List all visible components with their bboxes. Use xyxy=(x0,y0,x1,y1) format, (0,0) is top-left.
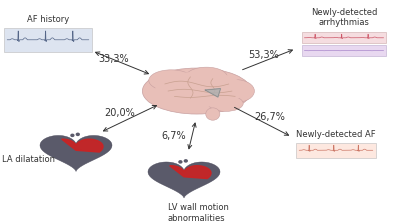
Ellipse shape xyxy=(142,68,251,114)
Ellipse shape xyxy=(216,80,254,103)
Text: Newly-detected AF: Newly-detected AF xyxy=(296,130,376,139)
Text: 6,7%: 6,7% xyxy=(162,131,186,141)
Text: LA dilatation: LA dilatation xyxy=(2,155,54,164)
Text: AF history: AF history xyxy=(27,15,69,24)
Polygon shape xyxy=(40,135,112,171)
Ellipse shape xyxy=(208,95,243,111)
Ellipse shape xyxy=(149,70,194,91)
Text: 53,3%: 53,3% xyxy=(249,50,279,60)
Ellipse shape xyxy=(178,160,182,164)
Ellipse shape xyxy=(76,133,80,136)
Text: 33,3%: 33,3% xyxy=(99,53,129,64)
Ellipse shape xyxy=(155,72,245,107)
Polygon shape xyxy=(205,89,220,97)
Ellipse shape xyxy=(206,108,220,120)
Polygon shape xyxy=(170,166,211,179)
Ellipse shape xyxy=(186,67,227,87)
Polygon shape xyxy=(148,162,220,198)
Ellipse shape xyxy=(184,159,188,163)
FancyBboxPatch shape xyxy=(4,28,92,52)
Ellipse shape xyxy=(70,133,74,137)
Text: 26,7%: 26,7% xyxy=(254,112,286,122)
Text: Newly-detected
arrhythmias: Newly-detected arrhythmias xyxy=(311,8,377,27)
Text: LV wall motion
abnormalities: LV wall motion abnormalities xyxy=(168,203,229,221)
FancyBboxPatch shape xyxy=(296,143,376,158)
Polygon shape xyxy=(62,139,103,152)
Text: 20,0%: 20,0% xyxy=(105,108,135,118)
FancyBboxPatch shape xyxy=(302,45,386,56)
FancyBboxPatch shape xyxy=(302,32,386,43)
